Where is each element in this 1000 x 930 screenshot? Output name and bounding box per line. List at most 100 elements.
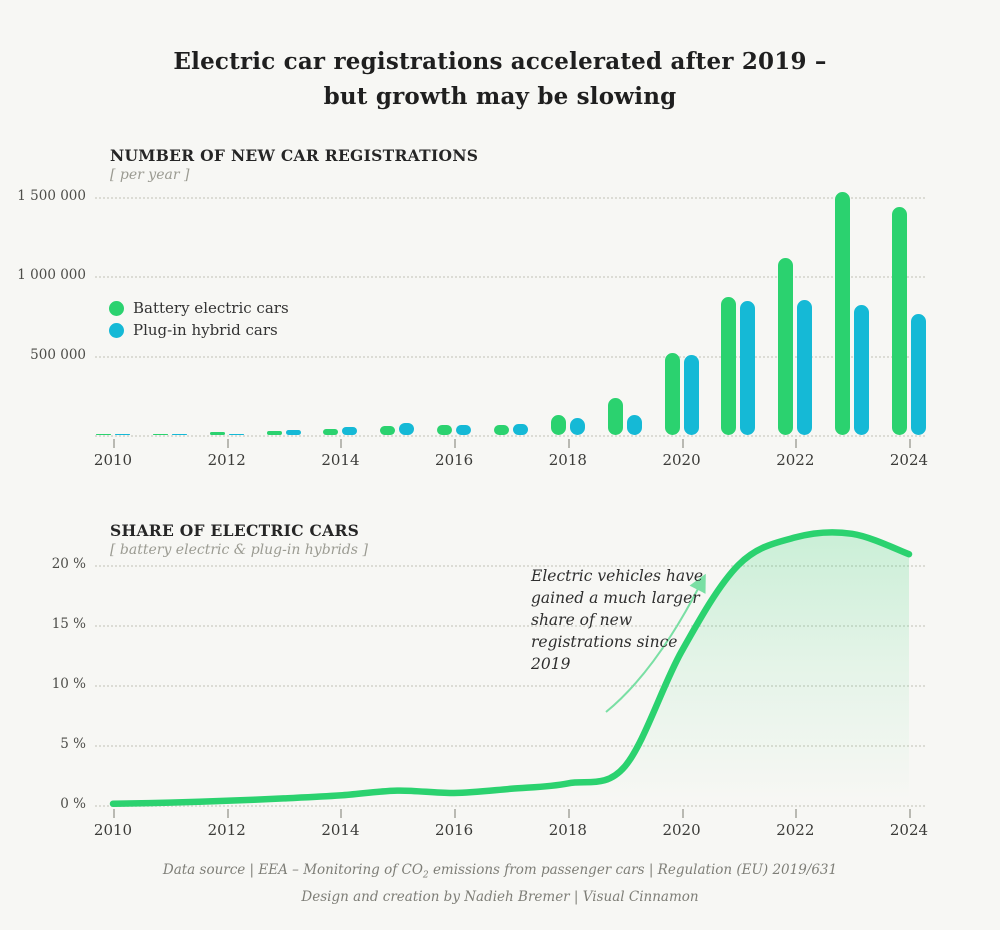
legend-swatch-battery-electric-icon [109,300,124,316]
bar-plugin-hybrid-2023 [854,304,870,435]
title-line-2: but growth may be slowing [323,83,677,110]
reg-x-tick-2012 [226,439,229,448]
bar-battery-electric-2015 [380,426,396,435]
chart-legend: Battery electric cars Plug-in hybrid car… [109,297,289,341]
bar-plugin-hybrid-2021 [740,300,756,435]
reg-x-tick-2020 [681,439,684,448]
reg-x-tick-2010 [113,439,115,448]
chart-main-title: Electric car registrations accelerated a… [0,44,1000,114]
footer-credit-line: Design and creation by Nadieh Bremer | V… [301,889,699,905]
share-x-axis-label-2024: 2024 [889,821,929,839]
share-x-tick-2014 [340,809,343,818]
share-area [113,532,909,805]
share-x-tick-2022 [795,809,798,818]
bar-plugin-hybrid-2014 [342,426,358,435]
bar-battery-electric-2013 [266,431,282,435]
legend-label-battery-electric: Battery electric cars [133,299,289,317]
reg-x-axis-label-2014: 2014 [321,451,360,469]
bar-battery-electric-2018 [550,414,566,435]
reg-x-tick-2022 [795,439,798,448]
reg-x-axis-label-2022: 2022 [776,451,815,469]
footer-source-sub: 2 [422,870,429,881]
bar-battery-electric-2014 [323,429,339,435]
bar-plugin-hybrid-2010 [115,433,130,435]
bar-plugin-hybrid-2011 [171,433,187,435]
share-y-axis-label-20: 20 % [51,556,86,572]
share-x-tick-2016 [454,809,457,818]
bar-battery-electric-2021 [721,296,737,435]
reg-x-axis-label-2018: 2018 [548,451,587,469]
share-y-axis-label-10: 10 % [51,676,86,692]
share-x-tick-2018 [567,809,570,818]
share-x-axis-label-2016: 2016 [435,821,474,839]
registrations-chart-title: NUMBER OF NEW CAR REGISTRATIONS [110,146,479,165]
bar-plugin-hybrid-2022 [797,299,813,435]
share-y-axis-label-0: 0 % [60,796,86,812]
share-x-axis-label-2014: 2014 [321,821,360,839]
share-x-tick-2012 [226,809,229,818]
reg-x-tick-2024 [908,439,911,448]
share-x-axis-label-2010: 2010 [93,821,133,839]
reg-gridline-1500000 [95,196,925,199]
legend-swatch-plugin-hybrid-icon [109,322,124,338]
reg-x-tick-2016 [454,439,457,448]
share-gridline-15 [95,625,925,627]
reg-y-axis-label-1000000: 1 000 000 [17,267,86,283]
bar-plugin-hybrid-2016 [456,424,472,435]
reg-x-axis-label-2020: 2020 [662,451,701,469]
bar-battery-electric-2023 [835,191,851,435]
bar-battery-electric-2012 [209,432,225,435]
bar-plugin-hybrid-2020 [683,354,699,435]
bar-plugin-hybrid-2019 [626,414,642,435]
bar-battery-electric-2022 [778,257,794,435]
share-chart-subtitle: [ battery electric & plug-in hybrids ] [110,542,368,558]
reg-x-axis-label-2012: 2012 [207,451,246,469]
share-x-axis-label-2018: 2018 [548,821,587,839]
bar-battery-electric-2019 [607,397,623,435]
footer-source-line: Data source | EEA – Monitoring of CO2 em… [0,862,1000,881]
bar-plugin-hybrid-2013 [285,429,301,435]
reg-x-tick-2014 [340,439,343,448]
share-x-axis-label-2022: 2022 [776,821,815,839]
legend-item-plugin-hybrid: Plug-in hybrid cars [109,319,289,341]
share-y-axis-label-15: 15 % [51,616,86,632]
share-y-axis-label-5: 5 % [60,736,86,752]
share-x-axis-label-2020: 2020 [662,821,701,839]
bar-plugin-hybrid-2018 [569,417,585,435]
reg-y-axis-label-500000: 500 000 [30,346,86,363]
reg-x-axis-label-2024: 2024 [889,451,929,469]
share-chart-title: SHARE OF ELECTRIC CARS [110,521,360,540]
title-line-1: Electric car registrations accelerated a… [173,48,827,75]
bar-plugin-hybrid-2015 [399,422,415,435]
bar-battery-electric-2011 [152,433,168,435]
reg-gridline-1000000 [95,276,925,278]
share-baseline [95,805,925,807]
footer-source-pre: Data source | EEA – Monitoring of CO [162,862,423,878]
reg-x-tick-2018 [567,439,570,448]
share-gridline-20 [95,565,925,567]
annotation-text: Electric vehicles have gained a much lar… [531,567,704,673]
reg-y-axis-label-1500000: 1 500 000 [17,187,86,204]
bar-plugin-hybrid-2024 [910,314,926,435]
reg-x-axis-label-2016: 2016 [435,451,474,469]
bar-battery-electric-2016 [437,424,453,435]
reg-baseline [95,435,925,437]
share-x-tick-2024 [908,809,911,818]
bar-plugin-hybrid-2012 [228,433,244,435]
share-x-tick-2020 [681,809,684,818]
share-x-tick-2010 [113,809,115,818]
bar-battery-electric-2010 [96,433,111,435]
legend-label-plugin-hybrid: Plug-in hybrid cars [133,321,278,339]
bar-battery-electric-2017 [493,425,509,435]
share-gridline-10 [95,685,925,687]
registrations-chart-subtitle: [ per year ] [110,167,190,183]
legend-item-battery-electric: Battery electric cars [109,297,289,319]
reg-gridline-500000 [95,355,925,358]
bar-battery-electric-2020 [664,353,680,435]
share-gridline-5 [95,745,925,747]
footer-source-post: emissions from passenger cars | Regulati… [428,862,838,878]
share-x-axis-label-2012: 2012 [207,821,246,839]
bar-battery-electric-2024 [891,206,907,435]
reg-x-axis-label-2010: 2010 [93,451,133,469]
